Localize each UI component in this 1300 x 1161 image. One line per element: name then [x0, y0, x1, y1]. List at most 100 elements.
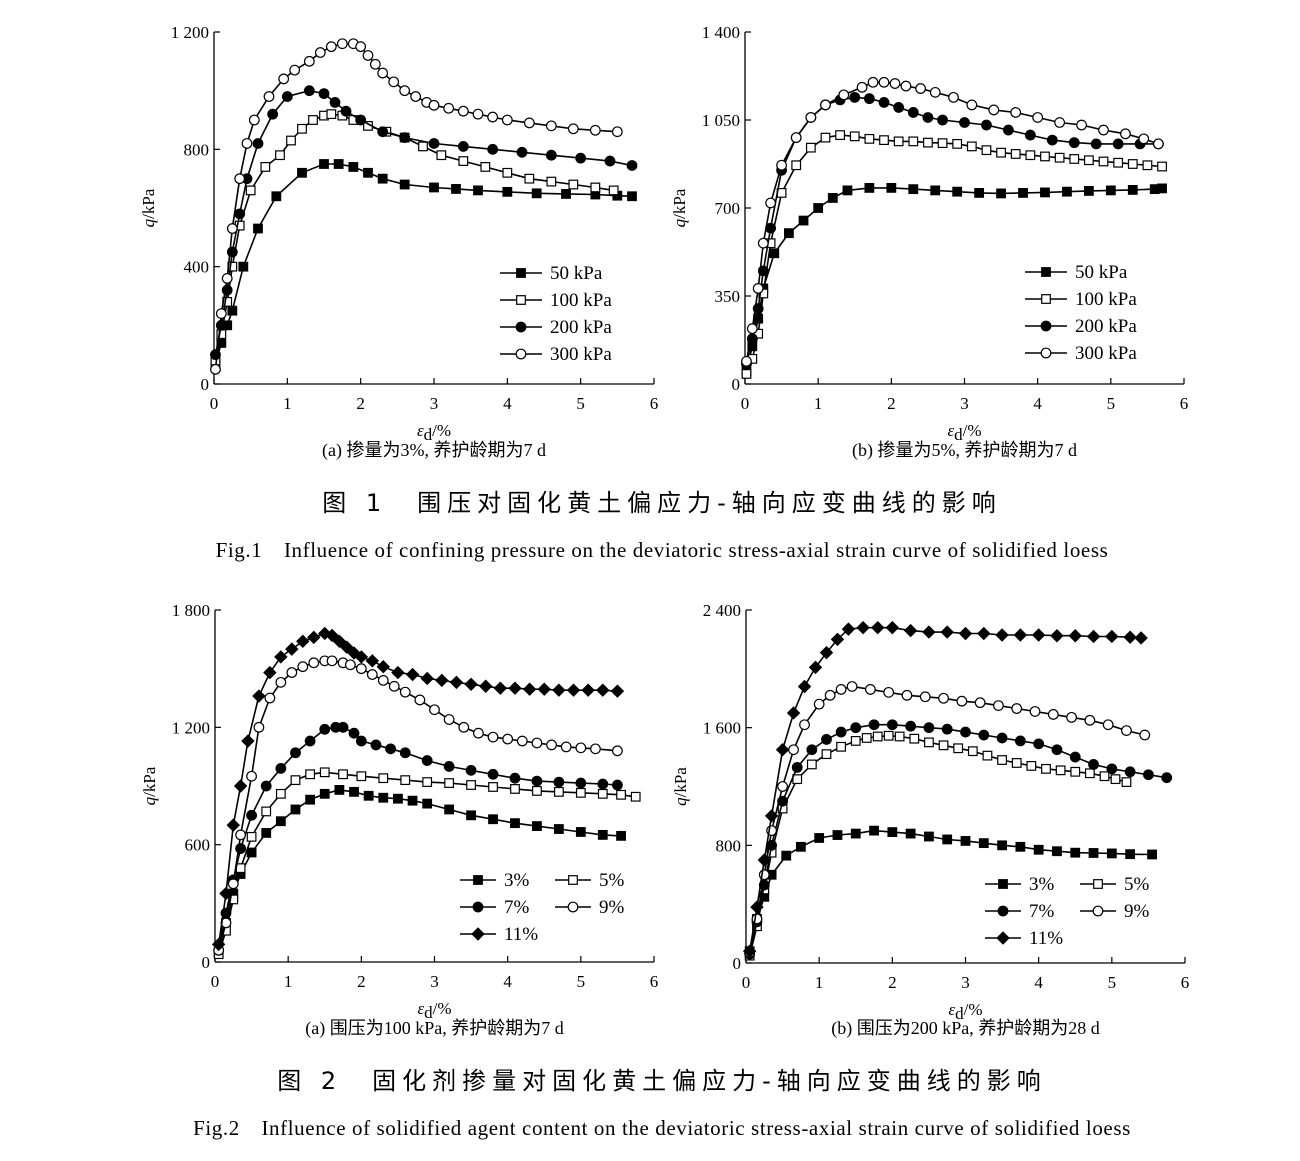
data-point [400, 775, 411, 786]
legend-entry: 300 kPa [1025, 343, 1137, 364]
data-point [813, 203, 824, 213]
data-point [428, 99, 440, 111]
data-point [1013, 628, 1028, 642]
data-point [924, 831, 934, 842]
data-point [590, 743, 601, 755]
data-point [1090, 138, 1102, 150]
data-point [1041, 763, 1051, 774]
series-3% [744, 825, 1157, 957]
data-point [1054, 117, 1066, 128]
legend-marker [473, 875, 483, 885]
legend-entry: 50 kPa [1025, 262, 1128, 283]
legend-entry: 50 kPa [500, 263, 603, 284]
data-point [304, 735, 316, 747]
data-point [1033, 738, 1045, 750]
data-point [589, 124, 601, 136]
y-tick-label: 0 [732, 375, 741, 394]
data-point [241, 734, 255, 748]
data-point [1086, 629, 1101, 644]
data-point [937, 114, 948, 126]
data-point [850, 736, 861, 746]
legend-marker [1040, 347, 1052, 359]
data-point [1112, 138, 1124, 150]
data-point [838, 89, 850, 101]
data-point [473, 185, 483, 196]
data-point [1147, 849, 1157, 860]
data-point [1029, 706, 1041, 717]
data-point [502, 167, 513, 178]
data-point [864, 133, 875, 144]
data-point [319, 159, 329, 169]
data-point [457, 105, 469, 117]
data-point [522, 682, 537, 696]
data-point [480, 162, 491, 172]
data-point [788, 744, 799, 756]
data-point [901, 689, 913, 701]
legend-label: 7% [504, 897, 530, 918]
data-point [1106, 848, 1117, 859]
data-point [872, 731, 883, 742]
data-point [741, 355, 752, 367]
series-9% [213, 655, 623, 956]
legend-entry: 7% [460, 897, 530, 918]
data-point [405, 667, 420, 682]
legend-entry: 100 kPa [1025, 289, 1137, 310]
data-point [937, 138, 948, 149]
data-point [1040, 187, 1050, 198]
data-point [303, 55, 315, 67]
data-point [1055, 765, 1066, 776]
data-point [221, 273, 233, 284]
series-7% [744, 719, 1173, 960]
data-point [502, 186, 513, 197]
data-point [1070, 766, 1081, 777]
legend-label: 200 kPa [550, 317, 612, 338]
data-point [378, 792, 389, 803]
data-point [764, 809, 779, 823]
legend-label: 3% [504, 870, 530, 891]
data-point [278, 73, 290, 85]
data-point [348, 727, 360, 739]
series-200 kPa [741, 91, 1164, 370]
data-point [978, 838, 989, 849]
data-point [344, 659, 356, 671]
data-point [275, 788, 286, 799]
data-point [597, 778, 609, 790]
legend-label: 100 kPa [550, 290, 612, 311]
data-point [575, 777, 587, 789]
data-point [824, 689, 836, 701]
data-point [531, 737, 543, 749]
data-point [348, 162, 359, 172]
y-tick-label: 1 200 [171, 23, 209, 42]
data-point [443, 761, 455, 772]
data-point [1105, 185, 1116, 196]
chart-subtitle: (a) 掺量为3%, 养护龄期为7 d [322, 440, 546, 461]
data-point [952, 138, 963, 149]
data-point [1032, 112, 1044, 123]
data-point [567, 123, 579, 135]
data-point [616, 789, 626, 800]
data-point [399, 132, 411, 144]
data-point [923, 722, 935, 734]
data-point [377, 173, 388, 184]
data-point [319, 788, 330, 799]
data-point [465, 764, 477, 776]
data-point [227, 305, 238, 316]
data-point [996, 188, 1006, 199]
data-point [988, 104, 1000, 116]
series-9% [744, 681, 1151, 959]
data-point [246, 809, 257, 821]
data-point [355, 663, 367, 675]
data-point [993, 700, 1004, 712]
x-tick-label: 5 [577, 972, 586, 991]
legend-entry: 100 kPa [500, 290, 612, 311]
data-point [318, 88, 330, 99]
data-point [893, 136, 904, 147]
figure-1-caption-cn: 图 1 围压对固化黄土偏应力-轴向应变曲线的影响 [322, 489, 1002, 517]
legend-marker [998, 879, 1008, 889]
data-point [363, 167, 373, 178]
data-point [332, 634, 347, 648]
data-point [1076, 119, 1087, 131]
data-point [233, 779, 248, 793]
data-point [1070, 847, 1081, 858]
series-line [214, 42, 618, 370]
